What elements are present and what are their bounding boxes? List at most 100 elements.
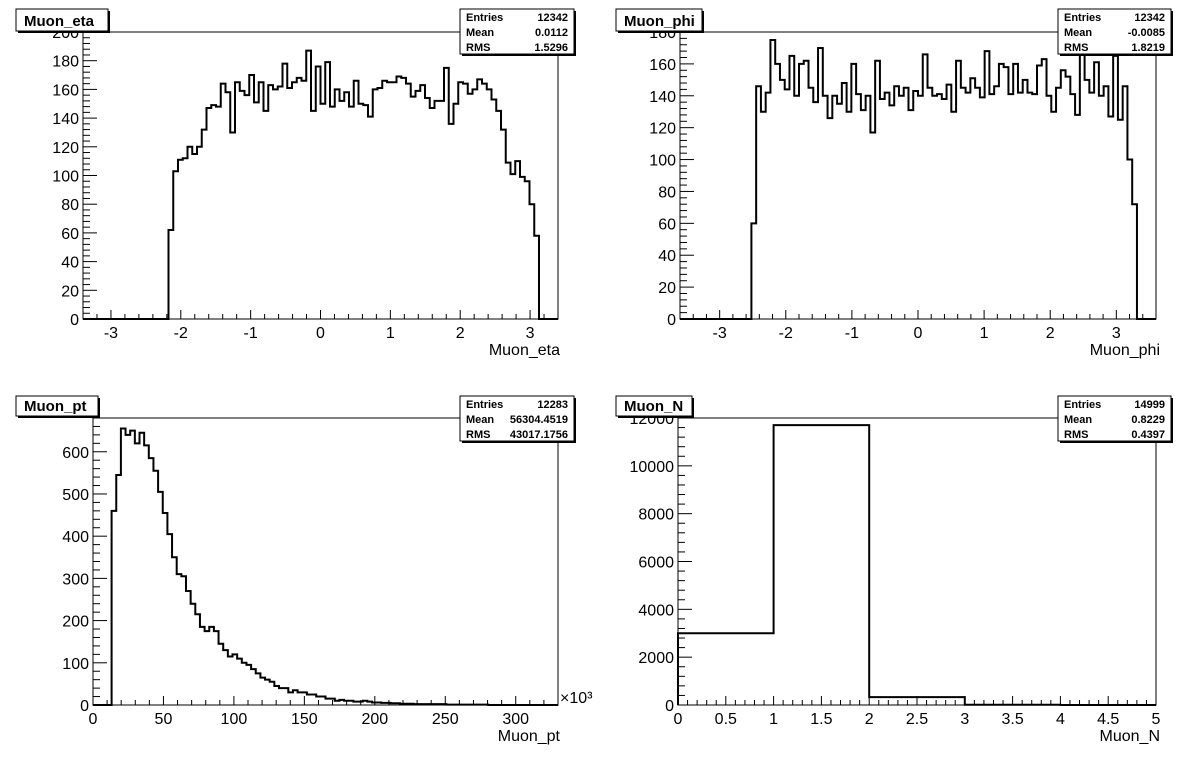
stats-label: Mean (466, 414, 494, 426)
histogram-bin (226, 92, 231, 319)
histogram-bin (515, 161, 520, 319)
y-tick-label: 100 (62, 656, 89, 673)
histogram-bin (923, 54, 928, 319)
histogram-bin (432, 704, 437, 705)
histogram-bin (373, 89, 378, 319)
histogram-bin (121, 429, 126, 705)
histogram-bin (1104, 86, 1109, 319)
histogram-bin (130, 431, 135, 705)
histogram-bin (885, 93, 890, 319)
stats-value: 1.5296 (534, 42, 568, 54)
y-tick-label: 400 (62, 529, 89, 546)
stats-label: RMS (466, 42, 490, 54)
histogram-title: Muon_N (624, 398, 683, 415)
histogram-bin (306, 51, 311, 319)
stats-value: 0.4397 (1131, 429, 1165, 441)
histogram-bin (297, 78, 302, 319)
y-tick-label: 120 (649, 121, 676, 138)
histogram-bin (349, 107, 354, 319)
title-box (15, 395, 99, 417)
histogram-bin (961, 88, 966, 319)
histogram-bin (354, 81, 359, 319)
y-tick-label: 2000 (638, 650, 674, 667)
histogram-bin (237, 659, 242, 705)
histogram-bin (359, 104, 364, 319)
histogram-bin (400, 704, 405, 705)
histogram-bin (463, 84, 468, 319)
stats-value: 12342 (1134, 12, 1165, 24)
histogram-bin (158, 492, 163, 705)
y-tick-label: 8000 (638, 507, 674, 524)
histogram-bin (367, 702, 372, 705)
histogram-bin (228, 656, 233, 705)
histogram-bin (293, 690, 298, 705)
histogram-bin (999, 64, 1004, 319)
histogram-bin (392, 82, 397, 319)
stats-box (1057, 395, 1172, 442)
x-tick-label: -1 (244, 325, 258, 342)
histogram-bin (192, 154, 197, 319)
histogram-bin (928, 88, 933, 319)
histogram-bin (832, 96, 837, 319)
x-tick-label: 3.5 (1001, 711, 1023, 728)
histogram-bin (181, 576, 186, 705)
histogram-bin (387, 82, 392, 319)
stats-value: 14999 (1134, 399, 1165, 411)
histogram-bin (511, 174, 516, 319)
histogram-bin (809, 88, 814, 319)
histogram-bin (235, 82, 240, 319)
histogram-bin (761, 112, 766, 319)
title-box (615, 395, 693, 417)
title-box (615, 8, 703, 32)
histogram-bin (506, 163, 511, 319)
histogram-bin (207, 108, 212, 319)
histogram-bin (942, 99, 947, 319)
y-tick-label: 0 (665, 698, 674, 715)
histogram-bin (279, 688, 284, 705)
histogram-bin (789, 56, 794, 319)
histogram-bin (818, 48, 823, 319)
x-tick-label: 1 (386, 325, 395, 342)
histogram-bin (311, 111, 316, 319)
y-tick-label: 200 (62, 614, 89, 631)
histogram-bin (435, 101, 440, 319)
histogram-bin (223, 650, 228, 705)
histogram-bin (386, 703, 391, 705)
histogram-bin (756, 86, 761, 319)
histogram-bin (344, 92, 349, 319)
x-tick-label: -2 (779, 325, 793, 342)
stats-label: RMS (466, 429, 490, 441)
histogram-bin (209, 627, 214, 705)
y-tick-label: 100 (649, 153, 676, 170)
histogram-bin (1085, 80, 1090, 319)
histogram-bin (501, 130, 506, 319)
histogram-bin (1008, 94, 1013, 319)
y-tick-label: 6000 (638, 555, 674, 572)
x-tick-label: 300 (502, 711, 529, 728)
histogram-bin (230, 132, 235, 319)
histogram-bin (233, 654, 238, 705)
histogram-bin (172, 557, 177, 705)
histogram-bin (169, 230, 174, 319)
histogram-bin (1032, 94, 1037, 319)
stats-box (459, 8, 575, 55)
histogram-bin (1047, 96, 1052, 319)
histogram-bin (292, 82, 297, 319)
histogram-bin (847, 112, 852, 319)
histogram-bin (534, 236, 539, 319)
x-tick-label: 2.5 (906, 711, 928, 728)
histogram-bin (1099, 96, 1104, 319)
histogram-bin (245, 95, 250, 319)
x-tick-label: 4 (1056, 711, 1065, 728)
histogram-bin (219, 644, 224, 705)
histogram-bin (1094, 62, 1099, 319)
histogram-bin (1118, 120, 1123, 319)
histogram-line (680, 38, 1156, 320)
histogram-title: Muon_pt (24, 398, 86, 415)
y-tick-label: 0 (80, 698, 89, 715)
stats-value: 43017.1756 (510, 429, 568, 441)
histogram-bin (177, 574, 182, 705)
histogram-bin (1075, 115, 1080, 319)
histogram-bin (339, 700, 344, 705)
